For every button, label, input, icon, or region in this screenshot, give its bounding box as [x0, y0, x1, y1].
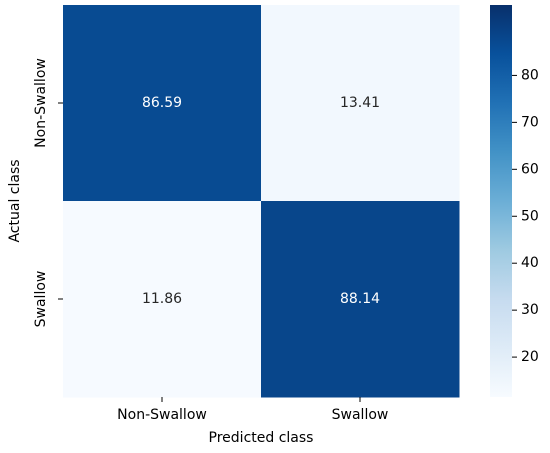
- colorbar-tick-label: 60: [521, 161, 539, 177]
- x-tick-label: Non-Swallow: [117, 407, 207, 423]
- colorbar: [490, 5, 512, 397]
- colorbar-tick-label: 40: [521, 255, 539, 271]
- heatmap-cell: [261, 201, 460, 398]
- cell-label: 11.86: [142, 291, 182, 307]
- y-axis-label: Actual class: [7, 159, 23, 242]
- heatmap-cell: [63, 201, 262, 398]
- x-tick-label: Swallow: [332, 407, 389, 423]
- colorbar-tick-label: 30: [521, 302, 539, 318]
- colorbar-tick-label: 50: [521, 208, 539, 224]
- cell-label: 88.14: [340, 291, 380, 307]
- y-tick-label: Swallow: [33, 271, 49, 328]
- colorbar-tick-label: 80: [521, 67, 539, 83]
- cell-label: 13.41: [340, 95, 380, 111]
- colorbar-tick-label: 20: [521, 349, 539, 365]
- x-axis-label: Predicted class: [209, 430, 314, 446]
- y-tick-label: Non-Swallow: [33, 58, 49, 148]
- colorbar-tick-label: 70: [521, 114, 539, 130]
- heatmap-cell: [261, 5, 460, 202]
- heatmap-cell: [63, 5, 262, 202]
- cell-label: 86.59: [142, 95, 182, 111]
